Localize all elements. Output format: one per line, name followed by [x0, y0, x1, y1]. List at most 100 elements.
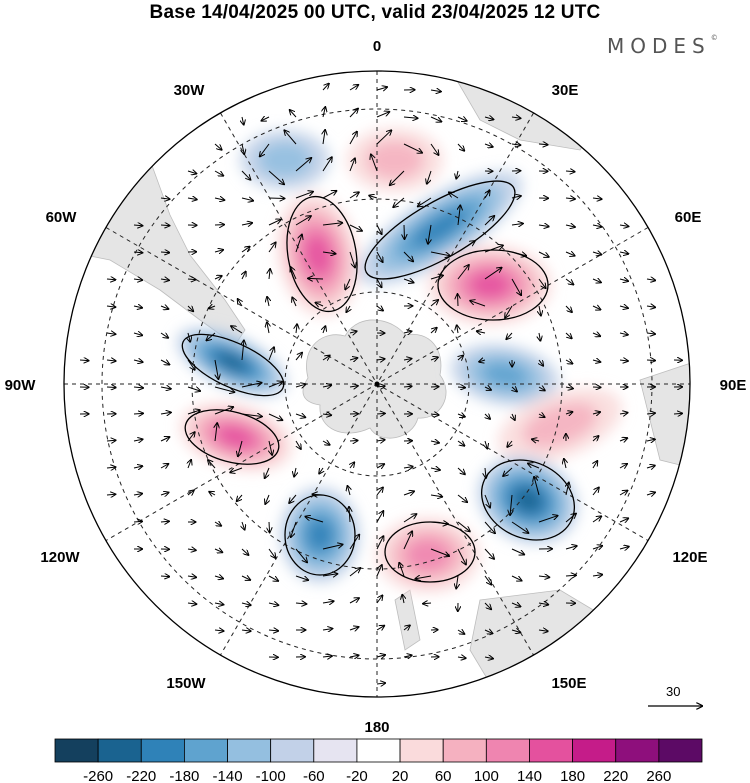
wind-vector [349, 655, 359, 657]
wind-vector [268, 243, 276, 253]
wind-vector [565, 278, 573, 285]
wind-vector [430, 90, 441, 92]
wind-vector [539, 414, 545, 417]
wind-vector [376, 386, 385, 387]
wind-vector [619, 279, 628, 281]
wind-vector [308, 278, 324, 279]
wind-vector [512, 387, 517, 392]
wind-vector [187, 576, 196, 577]
wind-vector [511, 548, 524, 555]
wind-vector [106, 279, 115, 280]
wind-vector [306, 517, 324, 523]
wind-vector [268, 548, 275, 558]
wind-vector [269, 269, 270, 280]
wind-vector [403, 491, 414, 495]
wind-vector [295, 192, 313, 199]
wind-vector [160, 306, 168, 309]
lon-label-30e: 30E [552, 82, 579, 99]
wind-vector [268, 170, 284, 184]
wind-vector [133, 252, 142, 253]
wind-vector [346, 305, 350, 312]
modes-logo: MODES© [607, 34, 718, 58]
wind-vector [456, 575, 458, 588]
wind-vector [230, 467, 243, 472]
wind-vector [593, 461, 597, 469]
wind-vector [430, 251, 450, 256]
wind-vector [505, 305, 513, 318]
wind-vector [457, 521, 470, 531]
wind-vector [646, 439, 655, 441]
wind-vector [268, 382, 282, 388]
wind-vector [485, 440, 487, 448]
wind-vector [268, 220, 281, 226]
wind-vector [564, 459, 566, 469]
wind-vector [376, 306, 383, 311]
wind-vector [511, 144, 520, 145]
wind-vector [214, 250, 223, 252]
lon-label-120e: 120E [672, 549, 707, 566]
wind-vector [484, 657, 493, 659]
wind-vector [430, 468, 440, 470]
wind-vector [133, 387, 143, 388]
wind-vector [538, 251, 549, 257]
wind-vector [187, 549, 196, 550]
wind-vector [457, 265, 469, 280]
wind-vector [106, 306, 115, 307]
wind-vector [393, 197, 405, 207]
wind-vector [214, 170, 223, 176]
wind-vector [260, 143, 270, 156]
wind-vector [511, 630, 520, 632]
wind-vector [295, 216, 311, 226]
wind-vector [242, 521, 245, 530]
wind-vector [241, 170, 250, 180]
wind-vector [241, 198, 253, 201]
wind-vector [349, 158, 355, 172]
longitude-labels: 0 30E 60E 90E 120E 150E 180 150W 120W 90… [5, 38, 747, 736]
wind-vector [511, 603, 520, 607]
wind-vector [592, 225, 602, 227]
wind-vector [349, 331, 357, 333]
wind-vector [457, 387, 465, 388]
wind-vector [371, 155, 378, 172]
lon-label-60w: 60W [46, 209, 78, 226]
wind-vector [323, 326, 325, 334]
wind-vector [376, 413, 385, 414]
wind-vector [619, 438, 627, 441]
wind-vector [268, 630, 278, 631]
wind-vector [592, 333, 600, 336]
wind-vector [511, 521, 528, 533]
wind-vector [188, 460, 191, 469]
wind-vector [349, 358, 357, 360]
wind-vector [457, 325, 458, 334]
wind-vector [376, 683, 385, 684]
wind-vector [133, 360, 143, 362]
wind-vector [484, 494, 490, 508]
wind-vector [369, 196, 378, 198]
wind-vector [241, 383, 262, 388]
wind-vector [619, 547, 629, 549]
wind-vector [484, 268, 502, 280]
wind-vector [238, 299, 242, 307]
wind-vector [242, 116, 244, 125]
wind-vector [538, 576, 549, 577]
wind-vector [484, 548, 494, 559]
wind-vector [484, 630, 492, 633]
wind-vector [477, 331, 486, 333]
wind-vector [458, 356, 463, 360]
wind-vector [592, 252, 601, 255]
wind-vector [237, 494, 243, 501]
wind-vector [484, 245, 503, 253]
wind-vector [214, 276, 222, 279]
wind-vector [403, 251, 413, 261]
wind-vector [242, 272, 246, 280]
wind-vector [207, 332, 216, 340]
wind-vector [160, 387, 171, 389]
wind-vector [592, 436, 599, 441]
wind-vector [376, 87, 387, 90]
wind-vector [646, 306, 655, 307]
wind-vector [106, 440, 116, 441]
wind-vector [673, 413, 682, 414]
wind-vector [485, 191, 490, 199]
wind-vector [133, 225, 142, 226]
wind-vector [418, 197, 432, 206]
